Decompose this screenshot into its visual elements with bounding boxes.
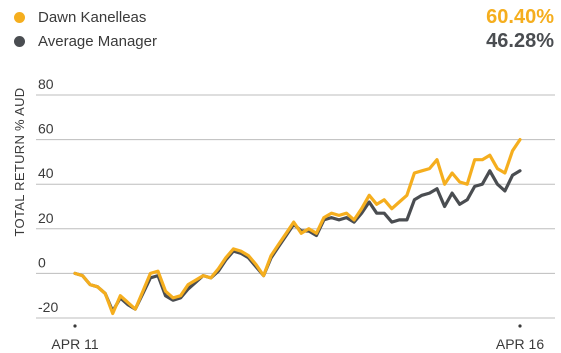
legend-label-dawn: Dawn Kanelleas — [38, 9, 147, 26]
legend-dot-average — [14, 36, 25, 47]
y-tick-label: -20 — [38, 299, 58, 315]
legend-value-average: 46.28% — [486, 30, 554, 52]
legend-dot-dawn — [14, 12, 25, 23]
grid — [36, 94, 555, 319]
y-axis-title: TOTAL RETURN % AUD — [12, 88, 27, 237]
y-tick-label: 0 — [38, 254, 46, 270]
x-tick-label: APR 16 — [496, 336, 544, 352]
legend-label-average: Average Manager — [38, 33, 157, 50]
x-tick-mark — [73, 324, 77, 328]
x-tick-mark — [518, 324, 522, 328]
y-tick-labels: 80 60 40 20 0 -20 — [38, 76, 58, 315]
legend-item-average-manager: Average Manager 46.28% — [14, 30, 554, 52]
y-tick-label: 80 — [38, 76, 54, 92]
legend-item-dawn-kanelleas: Dawn Kanelleas 60.40% — [14, 6, 554, 28]
y-tick-label: 20 — [38, 210, 54, 226]
legend-value-dawn: 60.40% — [486, 6, 554, 28]
series-line-dawn-kanelleas — [73, 138, 522, 316]
x-axis: APR 11 APR 16 — [51, 324, 544, 352]
y-tick-label: 60 — [38, 121, 54, 137]
x-tick-label: APR 11 — [51, 336, 98, 352]
series-lines — [73, 138, 522, 316]
y-tick-label: 40 — [38, 165, 54, 181]
